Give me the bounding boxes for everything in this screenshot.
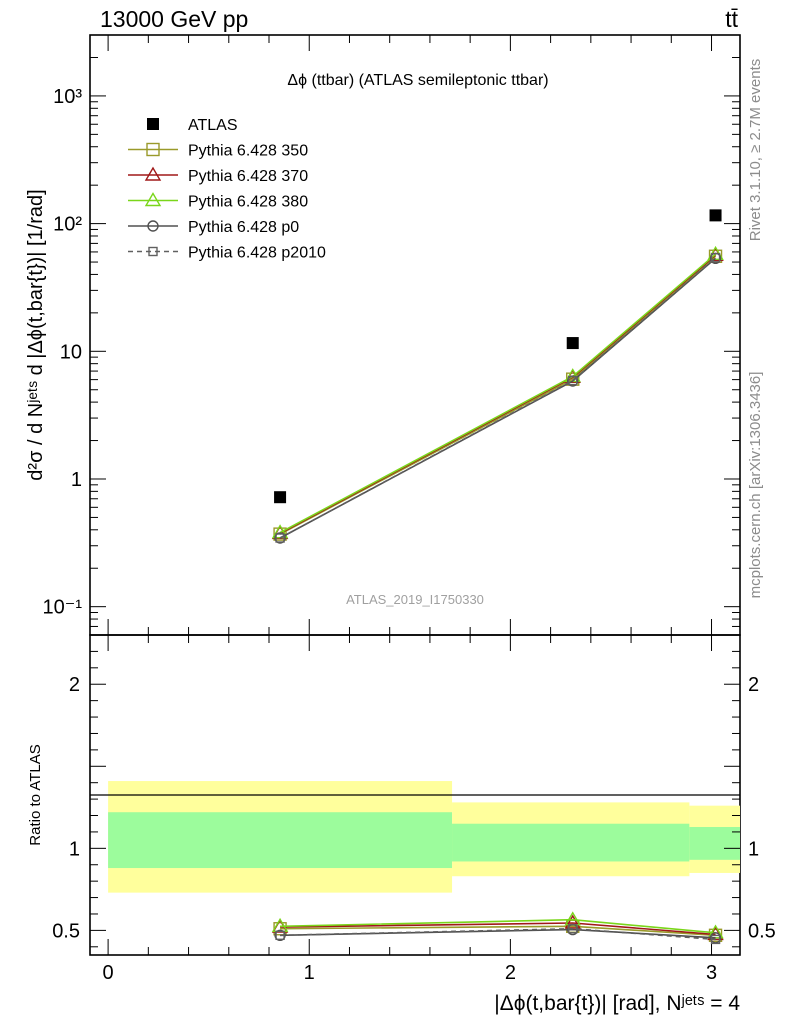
x-tick-label: 2 xyxy=(505,962,516,984)
legend-marker-atlas xyxy=(147,118,159,130)
axis-ticks xyxy=(90,34,740,955)
x-tick-label: 1 xyxy=(304,962,315,984)
main-series-line-3 xyxy=(279,257,717,539)
legend-label-atlas: ATLAS xyxy=(188,117,238,134)
ratio-y-axis-label: Ratio to ATLAS xyxy=(27,744,44,845)
main-series-line-2 xyxy=(279,253,717,534)
legend-marker-4 xyxy=(148,246,158,257)
main-series-line-4 xyxy=(279,257,717,539)
ratio-series-marker-4 xyxy=(568,924,578,934)
legend-label-0: Pythia 6.428 350 xyxy=(188,143,308,160)
ratio-series-marker-4 xyxy=(710,934,721,945)
ratio-series-marker-4 xyxy=(275,930,285,941)
band-green-2 xyxy=(689,827,740,860)
atlas-data-points xyxy=(274,209,722,504)
main-y-tick-label: 10³ xyxy=(53,86,82,108)
uncertainty-bands xyxy=(108,781,740,893)
mcplots-label: mcplots.cern.ch [arXiv:1306.3436] xyxy=(747,372,764,599)
main-series-marker-4 xyxy=(275,533,285,543)
ratio-y-tick-label-right: 2 xyxy=(748,674,759,696)
legend-marker-3 xyxy=(147,220,159,232)
main-y-tick-label: 1 xyxy=(71,469,82,491)
main-y-tick-label: 10² xyxy=(53,214,82,236)
main-y-axis-label: d²σ / d Nʲᵉᵗˢ d |Δϕ(t,bar{t})| [1/rad] xyxy=(25,189,47,480)
ratio-y-tick-label-right: 1 xyxy=(748,838,759,860)
ratio-series-line-2 xyxy=(280,918,716,934)
main-series-marker-4 xyxy=(568,375,578,386)
header-right: tt̄ xyxy=(725,6,738,32)
atlas-data-point xyxy=(274,491,287,504)
legend-label-2: Pythia 6.428 380 xyxy=(188,194,308,211)
x-tick-label: 0 xyxy=(103,962,114,984)
x-axis-label: |Δϕ(t,bar{t})| [rad], Nʲᵉᵗˢ = 4 xyxy=(494,992,740,1015)
legend-marker-0 xyxy=(146,142,160,157)
main-series-line-1 xyxy=(279,254,717,535)
ratio-series-marker-2 xyxy=(707,924,724,939)
band-green-1 xyxy=(452,823,690,862)
legend-marker-2 xyxy=(144,192,162,207)
legend: ATLAS Pythia 6.428 350 Pythia 6.428 370 Pyt… xyxy=(128,117,326,262)
ratio-y-tick-label-right: 0.5 xyxy=(748,920,776,942)
main-y-tick-label: 10 xyxy=(60,341,82,363)
header-left: 13000 GeV pp xyxy=(100,6,248,32)
ratio-series-line-4 xyxy=(280,927,716,941)
ratio-y-tick-label-left: 1 xyxy=(69,838,80,860)
legend-label-1: Pythia 6.428 370 xyxy=(188,168,308,185)
ratio-series-line-0 xyxy=(280,925,716,937)
chart-title: Δϕ (ttbar) (ATLAS semileptonic ttbar) xyxy=(287,72,548,89)
legend-marker-1 xyxy=(144,166,162,181)
legend-label-3: Pythia 6.428 p0 xyxy=(188,219,299,236)
ratio-series-lines xyxy=(271,911,724,945)
atlas-data-point xyxy=(566,337,579,350)
axis-tick-labels: 10⁻¹ 1 10 10² 10³ 0.5 0.5 1 1 2 2 0 1 2 3 xyxy=(43,86,776,984)
main-series-marker-4 xyxy=(710,253,721,263)
ratio-series-line-3 xyxy=(280,928,716,939)
main-series-lines xyxy=(271,245,724,544)
band-green-0 xyxy=(108,812,453,869)
ratio-series-line-1 xyxy=(280,922,716,936)
main-y-tick-label: 10⁻¹ xyxy=(43,597,83,619)
ratio-y-tick-label-left: 0.5 xyxy=(52,920,80,942)
x-tick-label: 3 xyxy=(706,962,717,984)
atlas-data-point xyxy=(709,209,722,222)
rivet-label: Rivet 3.1.10, ≥ 2.7M events xyxy=(747,59,764,242)
main-series-line-0 xyxy=(279,255,717,535)
analysis-watermark: ATLAS_2019_I1750330 xyxy=(346,592,484,607)
legend-label-4: Pythia 6.428 p2010 xyxy=(188,245,326,262)
main-series-marker-3 xyxy=(274,532,286,544)
ratio-y-tick-label-left: 2 xyxy=(69,674,80,696)
